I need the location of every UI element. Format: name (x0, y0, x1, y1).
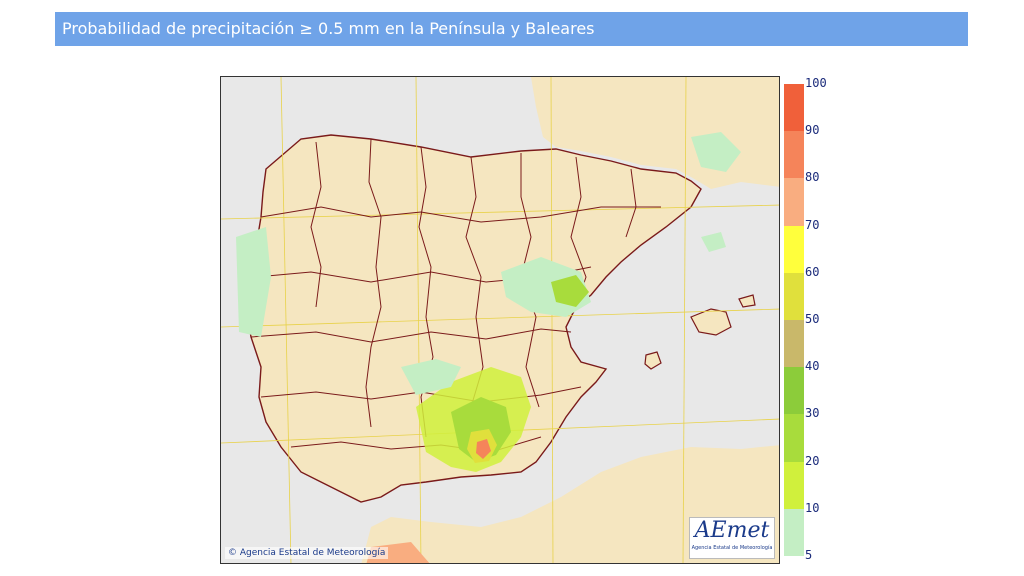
menorca (738, 294, 756, 308)
legend-label-40: 40 (805, 359, 820, 374)
legend-label-5: 5 (805, 548, 813, 562)
probability-legend-bar (784, 84, 804, 556)
map-canvas (221, 77, 779, 563)
legend-label-90: 90 (805, 123, 820, 138)
precip-area-pyrenees (691, 132, 741, 172)
legend-band-80-90 (784, 131, 804, 179)
precipitation-areas (236, 132, 741, 563)
legend-label-80: 80 (805, 170, 820, 185)
precip-area-sea (701, 232, 726, 252)
precipitation-probability-map: © Agencia Estatal de Meteorología AEmet … (220, 76, 780, 564)
precip-area-portugal (236, 227, 271, 337)
africa-land (361, 445, 779, 563)
aemet-logo-subtitle: Agencia Estatal de Meteorología (691, 545, 773, 551)
legend-band-10-20 (784, 461, 804, 509)
legend-band-90-100 (784, 84, 804, 132)
legend-band-50-60 (784, 272, 804, 320)
legend-label-70: 70 (805, 217, 820, 232)
legend-band-20-30 (784, 414, 804, 462)
copyright-notice: © Agencia Estatal de Meteorología (225, 547, 389, 559)
page-title: Probabilidad de precipitación ≥ 0.5 mm e… (55, 12, 968, 46)
graticule (221, 77, 779, 563)
aemet-logo: AEmet Agencia Estatal de Meteorología (689, 517, 775, 559)
legend-label-100: 100 (805, 76, 827, 90)
legend-band-5-10 (784, 508, 804, 556)
legend-band-30-40 (784, 367, 804, 415)
legend-band-40-50 (784, 320, 804, 368)
legend-label-50: 50 (805, 312, 820, 326)
legend-band-70-80 (784, 178, 804, 226)
legend-label-20: 20 (805, 453, 820, 468)
aemet-logo-mark: AEmet (694, 518, 770, 543)
legend-label-60: 60 (805, 264, 820, 279)
ibiza (644, 351, 662, 370)
precip-area-max (476, 439, 491, 459)
legend-label-10: 10 (805, 500, 820, 515)
mallorca (690, 308, 732, 336)
precip-area-cordoba (401, 359, 461, 395)
legend-band-60-70 (784, 225, 804, 273)
precip-area-teruel (551, 275, 589, 307)
legend-label-30: 30 (805, 406, 820, 421)
